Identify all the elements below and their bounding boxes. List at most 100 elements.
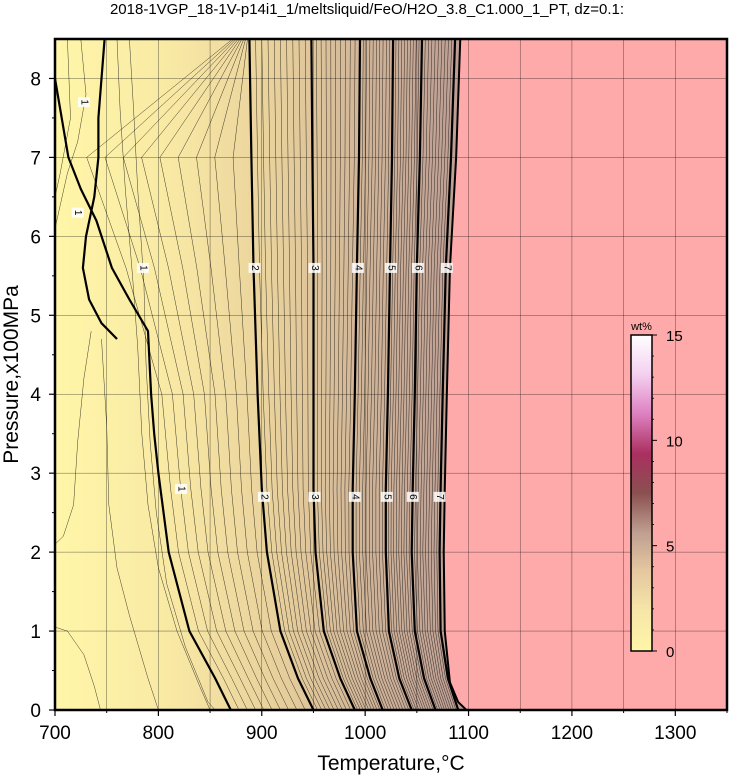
contour-label: 1 (136, 262, 149, 273)
contour-label: 3 (308, 262, 321, 273)
contour-label-text: 2 (258, 494, 269, 500)
contour-label-text: 7 (441, 265, 452, 271)
minor-contour-line (372, 39, 401, 710)
minor-contour-line (255, 39, 318, 710)
minor-contour-line (55, 39, 87, 229)
minor-contour-line (123, 39, 256, 710)
minor-contour-line (159, 39, 273, 710)
x-tick-label: 1100 (448, 723, 489, 744)
minor-contour-line (320, 39, 361, 710)
contour-label-text: 6 (412, 265, 423, 271)
minor-contour-line (286, 39, 339, 710)
minor-contours (55, 39, 457, 710)
minor-contour-line (433, 39, 454, 710)
contour-label: 1 (175, 483, 188, 494)
minor-contour-line (425, 39, 448, 710)
colorbar-unit-label: wt% (630, 321, 652, 333)
contour-label: 2 (257, 491, 270, 502)
minor-contour-line (336, 39, 372, 710)
contour-label-text: 7 (434, 494, 445, 500)
contour-label: 5 (380, 491, 393, 502)
minor-contour-line (401, 39, 427, 710)
minor-contour-line (436, 39, 457, 710)
minor-contour-line (196, 39, 289, 710)
minor-contour-line (328, 39, 367, 710)
colorbar-tick-label: 15 (666, 328, 683, 345)
y-axis: 0 1 2 3 4 5 6 7 8 (30, 69, 55, 722)
contour-label: 4 (348, 491, 361, 502)
x-tick-label: 1300 (654, 723, 696, 744)
contour-label-text: 6 (407, 494, 418, 500)
x-tick-label: 800 (143, 723, 175, 744)
contour-label: 2 (248, 262, 261, 273)
minor-contour-line (355, 39, 386, 710)
minor-contour-line (403, 39, 429, 710)
major-contour-line-1 (55, 78, 232, 710)
contour-label: 4 (351, 262, 364, 273)
y-tick-label: 8 (30, 69, 41, 90)
x-tick-label: 1200 (551, 723, 593, 744)
minor-contour-line (304, 39, 351, 710)
contour-label-text: 5 (386, 265, 397, 271)
minor-contour-line (324, 39, 364, 710)
x-tick-label: 700 (39, 723, 71, 744)
minor-contour-line (362, 39, 392, 710)
contour-label: 1 (77, 97, 90, 108)
contour-label-text: 1 (137, 265, 148, 271)
y-tick-label: 3 (30, 464, 41, 485)
contour-label-text: 2 (249, 265, 260, 271)
y-tick-label: 7 (30, 148, 41, 169)
colorbar-ticks: 0 5 10 15 (652, 328, 683, 661)
minor-contour-line (86, 39, 240, 710)
minor-contour-line (344, 39, 378, 710)
minor-contour-line (378, 39, 407, 710)
y-tick-label: 5 (30, 306, 41, 327)
contour-label-text: 1 (72, 210, 83, 216)
minor-contour-line (348, 39, 381, 710)
contour-label: 6 (411, 262, 424, 273)
minor-contour-line (141, 39, 265, 710)
y-tick-label: 2 (30, 543, 41, 564)
minor-contour-line (55, 626, 101, 710)
minor-contour-line (332, 39, 370, 710)
plot-frame (53, 37, 729, 712)
contour-label: 7 (440, 262, 453, 273)
contour-label: 5 (385, 262, 397, 273)
x-tick-label: 1000 (344, 723, 386, 744)
minor-contour-line (395, 39, 422, 710)
minor-contour-line (214, 39, 298, 710)
minor-contour-line (261, 39, 322, 710)
minor-contour-line (398, 39, 424, 710)
contour-label-text: 1 (176, 486, 187, 492)
contour-label-text: 3 (309, 265, 320, 271)
major-contour-line-7 (438, 39, 460, 710)
minor-contour-line (365, 39, 395, 710)
minor-contour-line (292, 39, 343, 710)
minor-contour-line (298, 39, 347, 710)
minor-contour-line (316, 39, 358, 710)
contour-label: 6 (406, 491, 419, 502)
minor-contour-line (340, 39, 375, 710)
colorbar-tick-label: 5 (666, 539, 674, 556)
y-axis-label: Pressure,x100MPa (0, 285, 23, 464)
minor-contour-line (129, 39, 216, 710)
contour-label-text: 4 (352, 265, 363, 271)
minor-contour-line (232, 39, 306, 710)
major-contour-line-6 (410, 39, 437, 710)
minor-contour-line (359, 39, 389, 710)
minor-contour-line (375, 39, 404, 710)
colorbar-tick-label: 0 (666, 644, 674, 661)
contour-labels: 1 1 1 1 2 2 3 3 4 4 5 5 6 6 7 7 (71, 97, 453, 502)
contour-label: 1 (71, 207, 84, 218)
melt-liquid-region (54, 38, 469, 711)
minor-contour-line (393, 39, 420, 710)
chart-title: 2018-1VGP_18-1V-p14i1_1/meltsliquid/FeO/… (110, 1, 624, 18)
major-contour-line-5 (384, 39, 413, 710)
y-tick-label: 0 (30, 701, 41, 722)
minor-contour-line (369, 39, 398, 710)
contour-label: 7 (433, 491, 446, 502)
contour-label-text: 4 (349, 494, 360, 500)
major-contour-line-4 (351, 39, 384, 710)
contour-label: 3 (308, 491, 321, 502)
